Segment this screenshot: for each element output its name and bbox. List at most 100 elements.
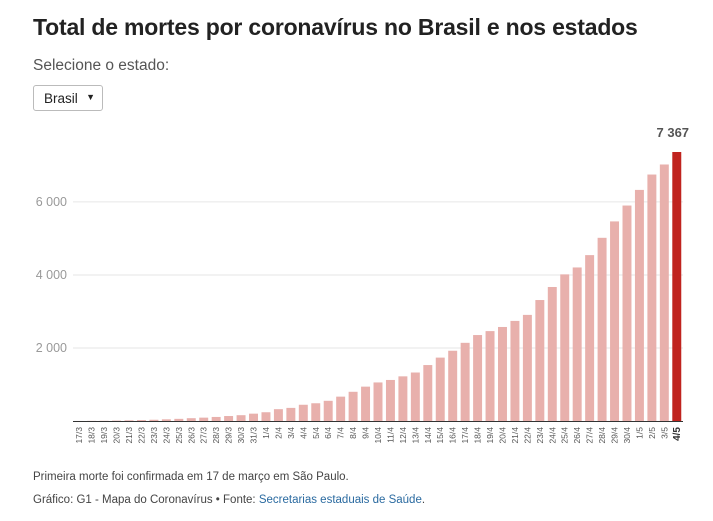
bar	[124, 420, 134, 421]
x-tick-label: 23/4	[535, 427, 545, 444]
x-tick-label: 18/3	[87, 427, 97, 444]
x-tick-label: 29/3	[224, 427, 234, 444]
bar	[211, 416, 221, 421]
bar	[385, 379, 395, 421]
x-tick-label: 22/3	[136, 427, 146, 444]
x-tick-label: 28/3	[211, 427, 221, 444]
x-tick-label: 7/4	[336, 427, 346, 439]
bar	[161, 419, 171, 421]
bar	[485, 331, 495, 421]
x-tick-label: 8/4	[348, 427, 358, 439]
x-tick-label: 30/4	[622, 427, 632, 444]
bar	[236, 415, 246, 421]
x-tick-label: 27/4	[585, 427, 595, 444]
bar	[423, 365, 433, 421]
x-tick-label: 5/4	[311, 427, 321, 439]
y-tick-label: 4 000	[36, 268, 67, 282]
x-tick-label: 26/4	[572, 427, 582, 444]
bar	[249, 413, 258, 421]
x-tick-label: 21/3	[124, 427, 134, 444]
state-select[interactable]: Brasil ▼	[33, 85, 103, 111]
bar	[622, 205, 632, 421]
page-title: Total de mortes por coronavírus no Brasi…	[33, 14, 638, 40]
x-tick-label: 21/4	[510, 427, 520, 444]
bar	[659, 164, 669, 421]
bar	[186, 418, 196, 421]
x-tick-label: 29/4	[610, 427, 620, 444]
x-tick-label: 19/3	[99, 427, 109, 444]
x-tick-label: 30/3	[236, 427, 246, 444]
state-select-value: Brasil	[44, 91, 78, 106]
x-tick-label: 15/4	[435, 427, 445, 444]
x-tick-label: 1/4	[261, 427, 271, 439]
x-tick-label: 27/3	[199, 427, 209, 444]
x-tick-label: 10/4	[373, 427, 383, 444]
bar	[348, 391, 358, 421]
bar	[336, 396, 346, 421]
bar	[261, 412, 271, 421]
bar	[597, 237, 607, 421]
bar	[199, 417, 209, 421]
bar	[273, 409, 283, 421]
bar	[547, 286, 557, 421]
bar	[398, 376, 408, 421]
x-tick-label: 2/5	[647, 427, 657, 439]
bar	[323, 400, 333, 421]
x-tick-label: 2/4	[273, 427, 283, 439]
bar	[610, 221, 620, 421]
data-label: 7 367	[657, 125, 690, 140]
source-suffix: .	[421, 494, 426, 506]
bar	[460, 342, 470, 421]
source-link[interactable]: Secretarias estaduais de Saúde	[258, 494, 422, 506]
x-tick-label: 13/4	[410, 427, 420, 444]
x-tick-label: 16/4	[448, 427, 458, 444]
x-tick-label: 20/3	[112, 427, 122, 444]
bar	[410, 372, 420, 421]
bar	[672, 152, 682, 421]
deaths-bar-chart: 2 000 4 000 6 000 17/3 18/3 19/3 20/3 21/3 22/3 2…	[36, 125, 690, 444]
bar	[298, 404, 308, 421]
bar	[572, 267, 582, 421]
bar	[174, 418, 184, 421]
x-tick-label: 20/4	[497, 427, 507, 444]
bar	[361, 386, 371, 421]
bar	[112, 420, 122, 422]
chart-source: Gráfico: G1 - Mapa do Coronavírus • Font…	[33, 494, 425, 506]
y-tick-label: 6 000	[36, 195, 67, 209]
triangle-down-icon: ▼	[86, 92, 95, 102]
x-tick-label: 11/4	[385, 427, 395, 443]
x-tick-label: 3/5	[659, 427, 669, 439]
x-tick-label: 17/4	[460, 427, 470, 444]
x-tick-label: 17/3	[74, 427, 84, 444]
bar	[149, 419, 159, 421]
x-tick-label: 26/3	[186, 427, 196, 444]
chart-footnote: Primeira morte foi confirmada em 17 de m…	[33, 471, 349, 483]
bar	[224, 416, 234, 421]
bar	[585, 255, 595, 421]
source-prefix: Gráfico: G1 - Mapa do Coronavírus • Font…	[33, 494, 259, 506]
x-tick-label: 6/4	[323, 427, 333, 439]
bar	[535, 300, 545, 421]
bar	[373, 382, 383, 421]
x-tick-label: 14/4	[423, 427, 433, 444]
x-tick-label: 12/4	[398, 427, 408, 444]
x-tick-label: 4/5	[672, 427, 683, 441]
x-tick-label: 31/3	[249, 427, 259, 444]
x-tick-label: 25/4	[560, 427, 570, 444]
bar	[286, 407, 296, 421]
x-tick-label: 4/4	[298, 427, 308, 439]
x-tick-label: 25/3	[174, 427, 184, 444]
bar	[311, 403, 321, 421]
bar	[498, 326, 507, 421]
bar	[136, 420, 146, 421]
x-tick-label: 22/4	[522, 427, 532, 444]
y-tick-label: 2 000	[36, 341, 67, 355]
x-tick-label: 24/4	[547, 427, 557, 444]
state-select-label: Selecione o estado:	[33, 57, 170, 74]
x-tick-label: 9/4	[361, 427, 371, 439]
bar	[448, 350, 458, 421]
x-tick-label: 18/4	[473, 427, 483, 444]
bar	[634, 189, 644, 421]
bar	[435, 357, 445, 421]
bar	[560, 274, 570, 421]
